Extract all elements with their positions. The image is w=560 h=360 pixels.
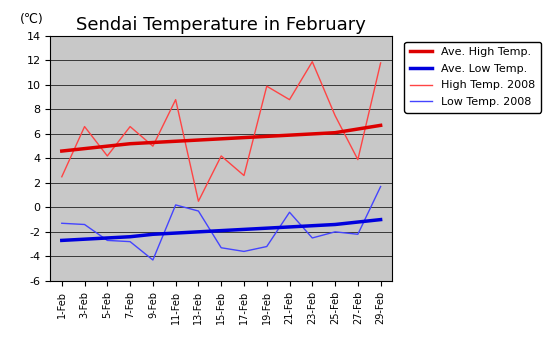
Text: (℃): (℃) [20,13,44,26]
Legend: Ave. High Temp., Ave. Low Temp., High Temp. 2008, Low Temp. 2008: Ave. High Temp., Ave. Low Temp., High Te… [404,41,541,113]
Title: Sendai Temperature in February: Sendai Temperature in February [76,17,366,35]
